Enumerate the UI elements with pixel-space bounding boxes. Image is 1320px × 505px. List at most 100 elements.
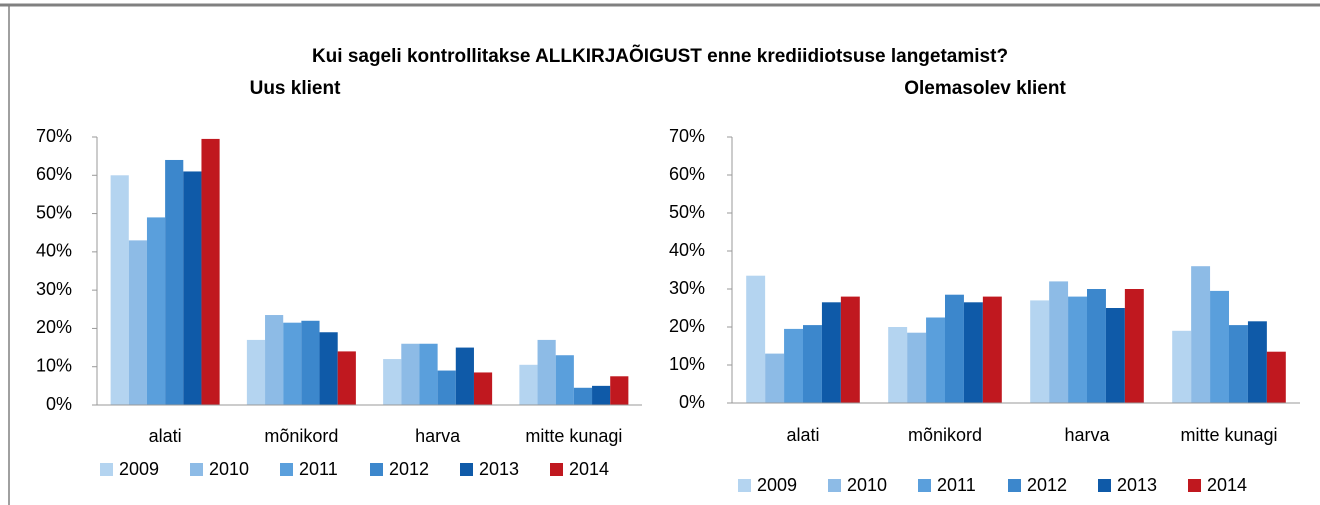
x-tick-label: alati [149, 426, 182, 446]
legend-swatch [1008, 479, 1021, 492]
bar [1068, 296, 1087, 403]
bar [383, 359, 402, 405]
legend-swatch [370, 463, 383, 476]
bar [146, 217, 166, 405]
bar [265, 315, 284, 405]
bar [1087, 289, 1106, 403]
bar [1105, 308, 1125, 403]
bar [573, 387, 593, 405]
legend-swatch [738, 479, 751, 492]
x-tick-label: mitte kunagi [525, 426, 622, 446]
y-tick-label: 0% [679, 392, 705, 412]
legend-label: 2010 [209, 459, 249, 479]
y-tick-label: 30% [36, 279, 72, 299]
subtitle: Uus klient [250, 78, 341, 99]
bar [784, 328, 803, 403]
bar [746, 275, 766, 403]
legend-swatch [460, 463, 473, 476]
y-tick-label: 70% [36, 126, 72, 146]
bar [473, 372, 493, 405]
bar [1030, 300, 1050, 403]
bar [610, 376, 629, 405]
legend-swatch [100, 463, 113, 476]
bar [201, 138, 220, 405]
bar [128, 240, 147, 405]
x-tick-label: alati [786, 425, 819, 445]
x-tick-label: harva [415, 426, 461, 446]
y-tick-label: 20% [36, 317, 72, 337]
bar [437, 370, 456, 405]
bar [1266, 351, 1286, 403]
legend-swatch [190, 463, 203, 476]
bar [1124, 289, 1144, 403]
y-tick-label: 50% [36, 202, 72, 222]
bar [537, 339, 556, 405]
subtitle: Olemasolev klient [904, 78, 1066, 99]
bar [1247, 321, 1267, 403]
bar [840, 296, 860, 403]
x-tick-label: mõnikord [908, 425, 982, 445]
bar [183, 171, 202, 405]
bar [246, 339, 266, 405]
bar [982, 296, 1002, 403]
bar [301, 320, 320, 405]
bar [555, 355, 574, 405]
legend-label: 2014 [1207, 475, 1247, 495]
legend-label: 2011 [299, 459, 338, 479]
chart-title: Kui sageli kontrollitakse ALLKIRJAÕIGUST… [312, 45, 1008, 67]
legend-label: 2014 [569, 459, 609, 479]
y-tick-label: 40% [669, 240, 705, 260]
y-tick-label: 30% [669, 278, 705, 298]
legend-label: 2013 [479, 459, 519, 479]
bar [519, 364, 538, 405]
legend-label: 2009 [757, 475, 797, 495]
x-tick-label: mõnikord [264, 426, 338, 446]
y-tick-label: 40% [36, 241, 72, 261]
legend-swatch [1188, 479, 1201, 492]
bar [592, 385, 611, 405]
bar [337, 351, 356, 405]
legend-swatch [1098, 479, 1111, 492]
y-tick-label: 10% [669, 354, 705, 374]
bar [1229, 325, 1248, 403]
bar [1172, 330, 1192, 403]
y-tick-label: 10% [36, 355, 72, 375]
bar [1191, 266, 1211, 403]
y-tick-label: 70% [669, 126, 705, 146]
bar [283, 322, 302, 405]
legend-swatch [828, 479, 841, 492]
legend-label: 2013 [1117, 475, 1157, 495]
y-tick-label: 60% [36, 164, 72, 184]
legend-label: 2012 [1027, 475, 1067, 495]
bar [455, 347, 474, 405]
bar [803, 325, 822, 403]
bar [907, 332, 927, 403]
bar [821, 302, 841, 403]
bar [165, 159, 184, 405]
bar [401, 343, 420, 405]
bar [765, 353, 785, 403]
bar [888, 327, 908, 403]
bar [1049, 281, 1069, 403]
bar [926, 317, 945, 403]
bar [945, 294, 964, 403]
y-tick-label: 20% [669, 316, 705, 336]
bar [1210, 290, 1229, 403]
legend-label: 2012 [389, 459, 429, 479]
bar [963, 302, 983, 403]
x-tick-label: harva [1064, 425, 1110, 445]
legend-label: 2011 [937, 475, 976, 495]
y-tick-label: 50% [669, 202, 705, 222]
legend-swatch [550, 463, 563, 476]
bar [319, 332, 338, 405]
legend-swatch [918, 479, 931, 492]
x-tick-label: mitte kunagi [1180, 425, 1277, 445]
legend-label: 2010 [847, 475, 887, 495]
legend-swatch [280, 463, 293, 476]
y-tick-label: 0% [46, 394, 72, 414]
legend-label: 2009 [119, 459, 159, 479]
bar [419, 343, 438, 405]
bar [110, 175, 129, 405]
